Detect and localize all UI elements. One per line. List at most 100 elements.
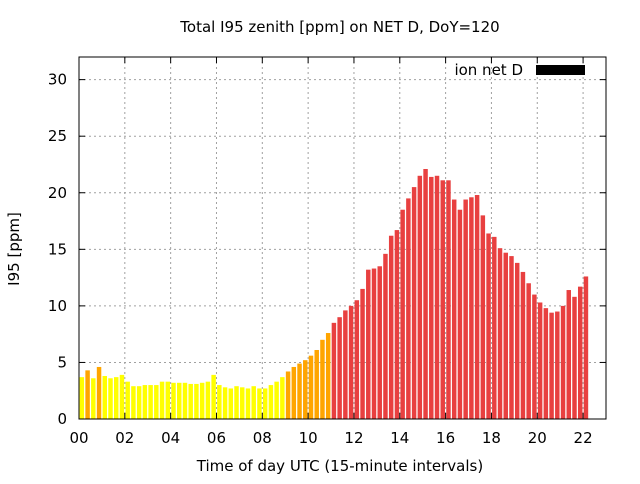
legend: ion net D [454,61,585,79]
bar [91,378,96,419]
bar [463,199,468,419]
x-tick-label: 08 [253,429,272,447]
legend-swatch [536,65,585,75]
bar [577,286,583,419]
bar [457,209,463,419]
bar [331,322,337,419]
bar [394,230,400,419]
y-tick-label: 20 [48,184,67,202]
bar [113,377,119,419]
bar [560,305,566,419]
x-tick-label: 20 [528,429,547,447]
bar [543,308,549,419]
bar [583,276,589,419]
bar [222,387,228,419]
bar [549,312,554,419]
x-tick-label: 16 [436,429,455,447]
bar [343,310,348,419]
bar [234,386,239,419]
bar [217,385,222,419]
bar [388,235,394,419]
x-tick-label: 14 [390,429,409,447]
bar [509,256,514,419]
bar [268,385,274,419]
bar [182,382,188,419]
x-tick-label: 04 [161,429,180,447]
bar [188,383,193,419]
bar [148,385,153,419]
bar [251,386,256,419]
y-tick-label: 0 [57,410,67,428]
bar [537,302,543,419]
x-tick-label: 02 [115,429,134,447]
bar [159,381,165,419]
y-tick-label: 5 [57,353,67,371]
bar [440,180,445,419]
bar [434,175,440,419]
y-tick-label: 25 [48,127,67,145]
bar [411,187,417,419]
y-tick-label: 10 [48,297,67,315]
bar [320,339,325,419]
x-tick-label: 18 [482,429,501,447]
bar [423,168,428,419]
bar [503,252,508,419]
bar [520,271,526,419]
bar [526,283,531,419]
bar [262,388,268,419]
bar [211,374,216,419]
bar [177,382,182,419]
y-tick-label: 30 [48,71,67,89]
bar [572,296,577,419]
bar [308,355,314,419]
bar [297,363,302,419]
bar [497,248,503,419]
bar [194,383,199,419]
bar [492,236,497,419]
bar [474,195,480,419]
bar [314,349,319,419]
bar [337,317,342,419]
bar [429,176,434,419]
bar [446,180,451,419]
bar [532,294,537,419]
grid [79,57,606,419]
bar [325,333,331,419]
bar [108,378,113,419]
bar [205,381,211,419]
bar [400,209,405,419]
bar [480,215,486,419]
bar [245,388,251,419]
bar [348,305,354,419]
bar [136,386,142,419]
bar [291,366,297,419]
bar [257,388,262,419]
bar [566,290,572,419]
bar [142,385,148,419]
x-tick-label: 10 [299,429,318,447]
x-tick-label: 12 [344,429,363,447]
bar [85,370,90,419]
y-tick-label: 15 [48,240,67,258]
bar [417,175,423,419]
x-tick-label: 00 [69,429,88,447]
bar [199,382,205,419]
x-axis-label: Time of day UTC (15-minute intervals) [196,457,483,475]
bar [274,381,279,419]
axis-ticks: 0 5 10 15 20 25 30 00 02 04 06 08 10 12 14 16 18 20 22 [48,57,606,447]
bar [486,233,491,419]
bars [79,168,589,419]
bar [285,371,291,419]
bar [171,382,176,419]
bar [131,386,136,419]
bar [371,268,377,419]
plot-frame [78,56,607,420]
legend-label: ion net D [454,61,523,79]
bar [354,300,360,419]
bar [303,360,308,419]
bar [514,262,520,419]
x-tick-label: 22 [574,429,593,447]
bar [79,377,85,419]
bar [154,385,159,419]
